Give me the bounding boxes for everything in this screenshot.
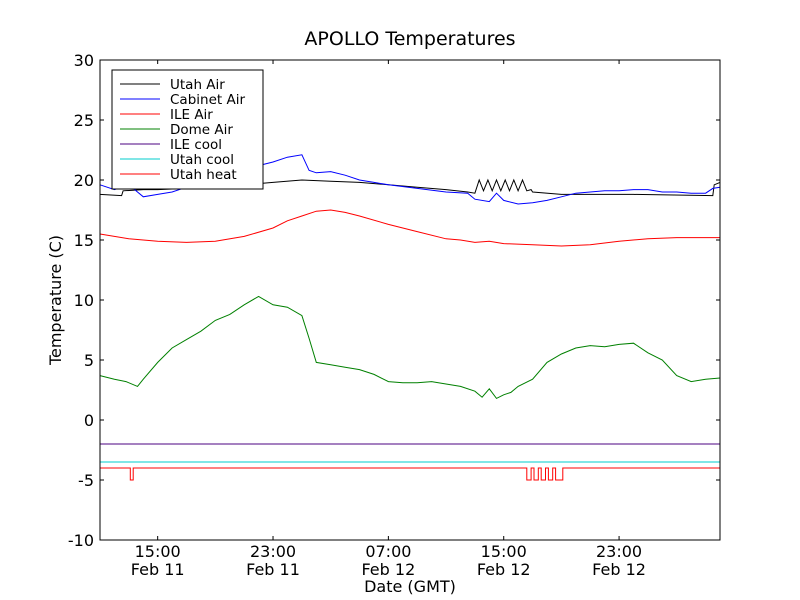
- x-tick-label: 23:00: [250, 542, 296, 561]
- x-tick-date-label: Feb 12: [592, 560, 646, 579]
- x-tick-label: 07:00: [365, 542, 411, 561]
- x-tick-date-label: Feb 11: [131, 560, 185, 579]
- y-tick-label: 0: [84, 411, 94, 430]
- series-line-dome-air: [99, 295, 721, 400]
- legend-label: ILE cool: [170, 137, 222, 153]
- x-tick-date-label: Feb 12: [477, 560, 531, 579]
- y-tick-label: 15: [74, 231, 94, 250]
- y-tick-label: 10: [74, 291, 94, 310]
- x-axis-label: Date (GMT): [364, 577, 456, 596]
- y-tick-label: 20: [74, 171, 94, 190]
- y-tick-label: 25: [74, 111, 94, 130]
- legend-label: Dome Air: [170, 122, 233, 138]
- x-tick-label: 23:00: [596, 542, 642, 561]
- legend-label: Utah cool: [170, 152, 234, 168]
- legend-label: Cabinet Air: [170, 92, 245, 108]
- y-tick-label: -5: [78, 471, 94, 490]
- y-tick-label: 5: [84, 351, 94, 370]
- series-line-ile-air: [99, 209, 720, 247]
- y-axis-label: Temperature (C): [46, 235, 65, 366]
- legend-label: Utah heat: [170, 167, 237, 183]
- x-tick-date-label: Feb 12: [361, 560, 415, 579]
- x-tick-label: 15:00: [481, 542, 527, 561]
- y-tick-label: -10: [68, 531, 94, 550]
- series-line-utah-heat: [100, 467, 720, 481]
- legend-label: Utah Air: [170, 77, 225, 93]
- y-tick-label: 30: [74, 51, 94, 70]
- x-tick-label: 15:00: [135, 542, 181, 561]
- x-tick-date-label: Feb 11: [246, 560, 300, 579]
- chart-title: APOLLO Temperatures: [304, 28, 515, 50]
- legend-label: ILE Air: [170, 107, 213, 123]
